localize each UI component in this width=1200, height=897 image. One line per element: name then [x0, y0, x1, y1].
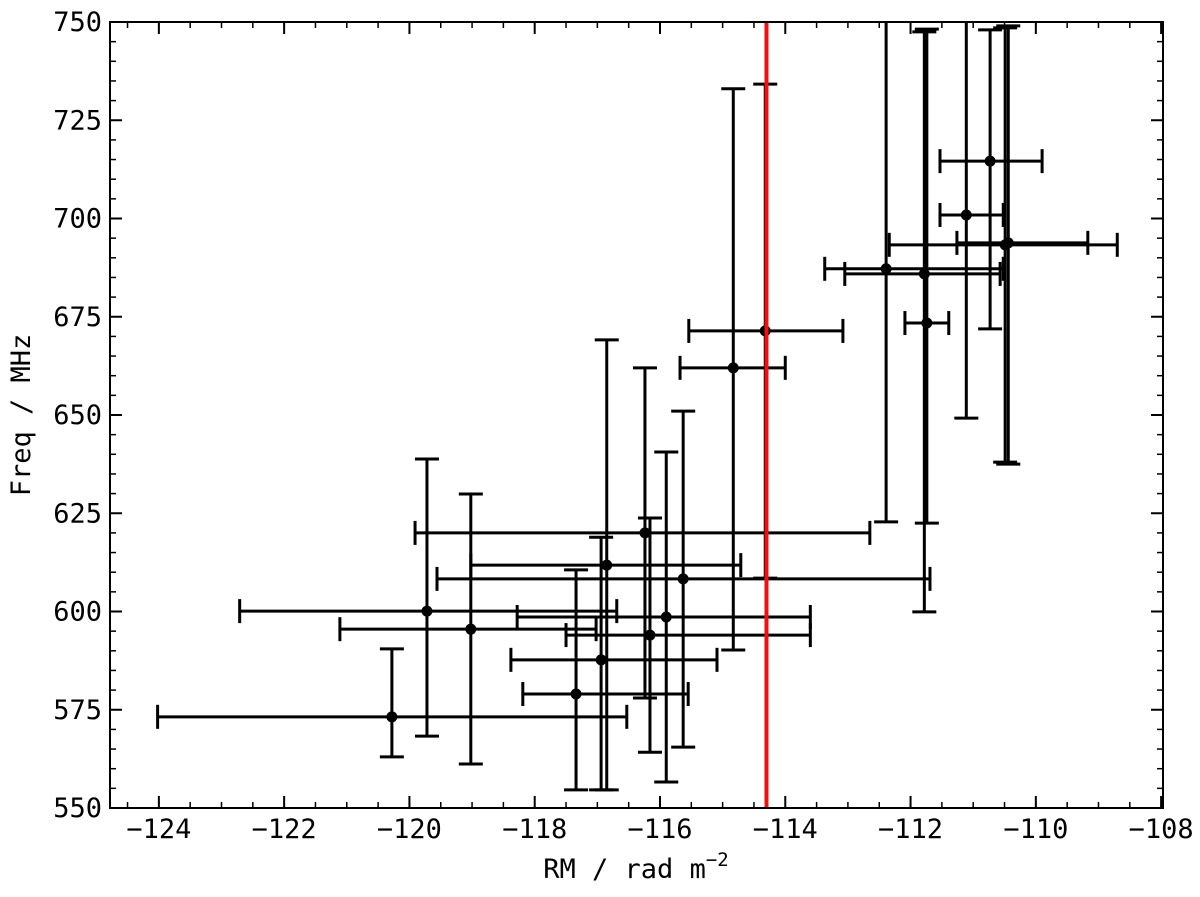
point	[984, 155, 996, 167]
x-tick-label: −122	[252, 814, 317, 845]
y-tick-label: 650	[53, 400, 102, 431]
point	[465, 623, 477, 635]
x-tick-label: −112	[878, 814, 943, 845]
x-tick-label: −124	[126, 814, 191, 845]
x-tick-label: −114	[753, 814, 818, 845]
y-tick-label: 550	[53, 793, 102, 824]
y-tick-label: 600	[53, 597, 102, 628]
x-axis-label-text: RM / rad m	[543, 854, 706, 885]
x-axis-label: RM / rad m−2	[543, 849, 728, 885]
x-tick-label: −110	[1003, 814, 1068, 845]
y-tick-label: 625	[53, 498, 102, 529]
point	[386, 711, 398, 723]
point	[880, 263, 892, 275]
y-tick-label: 575	[53, 695, 102, 726]
point	[921, 317, 933, 329]
y-axis-label: Freq / MHz	[6, 334, 37, 497]
y-tick-label: 725	[53, 105, 102, 136]
point	[1002, 237, 1014, 249]
point	[601, 559, 613, 571]
x-tick-label: −116	[627, 814, 692, 845]
y-tick-label: 700	[53, 204, 102, 235]
x-tick-label: −108	[1129, 814, 1194, 845]
point	[595, 654, 607, 666]
plot-area	[156, 22, 1119, 808]
x-tick-label: −118	[502, 814, 567, 845]
x-tick-label: −120	[377, 814, 442, 845]
point	[421, 605, 433, 617]
point	[570, 688, 582, 700]
point	[960, 209, 972, 221]
x-axis-label-exponent: −2	[706, 849, 729, 871]
point	[639, 527, 651, 539]
point	[677, 573, 689, 585]
point	[727, 362, 739, 374]
point	[660, 611, 672, 623]
y-tick-label: 750	[53, 7, 102, 38]
y-tick-label: 675	[53, 302, 102, 333]
point	[644, 629, 656, 641]
